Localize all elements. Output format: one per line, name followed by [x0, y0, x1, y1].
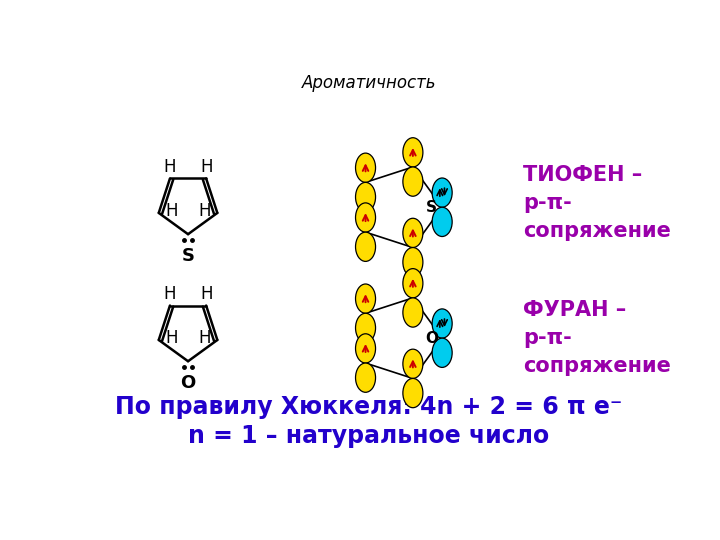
Text: H: H	[166, 202, 178, 220]
Ellipse shape	[356, 203, 376, 232]
Ellipse shape	[403, 247, 423, 277]
Text: ТИОФЕН –
р-π-
сопряжение: ТИОФЕН – р-π- сопряжение	[523, 165, 671, 241]
Text: S: S	[426, 200, 437, 215]
Ellipse shape	[356, 313, 376, 342]
Text: H: H	[166, 329, 178, 347]
Text: S: S	[181, 247, 194, 265]
Ellipse shape	[403, 298, 423, 327]
Ellipse shape	[403, 218, 423, 247]
Ellipse shape	[432, 338, 452, 367]
Ellipse shape	[403, 167, 423, 196]
Text: n = 1 – натуральное число: n = 1 – натуральное число	[189, 424, 549, 448]
Text: H: H	[163, 158, 176, 176]
Text: Ароматичность: Ароматичность	[302, 74, 436, 92]
Text: H: H	[163, 285, 176, 303]
Ellipse shape	[403, 268, 423, 298]
Text: По правилу Хюккеля: 4n + 2 = 6 π е⁻: По правилу Хюккеля: 4n + 2 = 6 π е⁻	[115, 395, 623, 420]
Text: O: O	[181, 374, 196, 391]
Ellipse shape	[356, 153, 376, 183]
Ellipse shape	[356, 183, 376, 212]
Text: H: H	[198, 202, 210, 220]
Ellipse shape	[356, 284, 376, 313]
Ellipse shape	[432, 178, 452, 207]
Ellipse shape	[403, 138, 423, 167]
Text: ФУРАН –
р-π-
сопряжение: ФУРАН – р-π- сопряжение	[523, 300, 671, 376]
Text: H: H	[198, 329, 210, 347]
Ellipse shape	[403, 349, 423, 379]
Ellipse shape	[432, 207, 452, 237]
Text: O: O	[425, 330, 438, 346]
Ellipse shape	[356, 232, 376, 261]
Ellipse shape	[356, 363, 376, 392]
Ellipse shape	[356, 334, 376, 363]
Text: H: H	[201, 285, 213, 303]
Text: H: H	[201, 158, 213, 176]
Ellipse shape	[403, 379, 423, 408]
Ellipse shape	[432, 309, 452, 338]
